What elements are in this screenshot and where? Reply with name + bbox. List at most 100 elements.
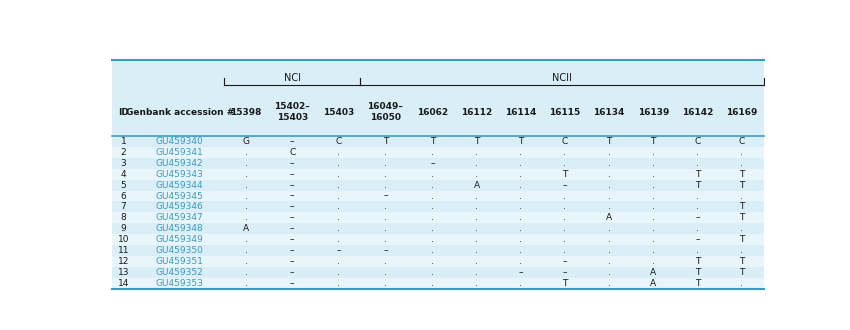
Text: –: –	[695, 235, 700, 244]
Text: T: T	[694, 170, 700, 179]
Bar	[111, 136, 763, 147]
Text: .: .	[431, 213, 434, 222]
Text: 16139: 16139	[638, 108, 669, 116]
Text: –: –	[563, 257, 567, 266]
Text: .: .	[696, 191, 699, 201]
Text: .: .	[384, 159, 387, 168]
Text: .: .	[608, 170, 610, 179]
Text: .: .	[519, 159, 522, 168]
Text: ID: ID	[118, 108, 129, 116]
Text: .: .	[519, 213, 522, 222]
Text: .: .	[475, 170, 478, 179]
Text: .: .	[337, 191, 340, 201]
Text: .: .	[740, 159, 743, 168]
Text: .: .	[652, 159, 654, 168]
Text: .: .	[740, 246, 743, 255]
Text: .: .	[519, 170, 522, 179]
Bar	[111, 245, 763, 256]
Text: .: .	[608, 202, 610, 212]
Text: T: T	[739, 202, 745, 212]
Text: .: .	[475, 202, 478, 212]
Text: 16134: 16134	[593, 108, 625, 116]
Text: A: A	[606, 213, 612, 222]
Text: .: .	[384, 148, 387, 157]
Text: C: C	[739, 137, 745, 146]
Text: 5: 5	[121, 181, 127, 190]
Text: 14: 14	[118, 279, 129, 288]
Text: .: .	[652, 202, 654, 212]
Text: GU459344: GU459344	[156, 181, 204, 190]
Bar	[111, 267, 763, 278]
Bar	[111, 158, 763, 169]
Text: .: .	[652, 148, 654, 157]
Text: .: .	[652, 191, 654, 201]
Text: .: .	[608, 235, 610, 244]
Text: .: .	[431, 268, 434, 277]
Text: .: .	[475, 268, 478, 277]
Text: GU459350: GU459350	[156, 246, 204, 255]
Text: –: –	[336, 246, 341, 255]
Text: .: .	[431, 235, 434, 244]
Text: T: T	[518, 137, 524, 146]
Text: .: .	[519, 279, 522, 288]
Text: –: –	[430, 159, 434, 168]
Text: .: .	[475, 213, 478, 222]
Text: .: .	[431, 170, 434, 179]
Text: .: .	[608, 279, 610, 288]
Text: .: .	[519, 202, 522, 212]
Text: .: .	[337, 224, 340, 233]
Text: 15398: 15398	[230, 108, 262, 116]
Text: C: C	[562, 137, 568, 146]
Text: .: .	[431, 191, 434, 201]
Text: GU459340: GU459340	[156, 137, 204, 146]
Text: .: .	[740, 224, 743, 233]
Text: .: .	[696, 246, 699, 255]
Text: T: T	[739, 235, 745, 244]
Text: GU459347: GU459347	[156, 213, 204, 222]
Text: .: .	[384, 202, 387, 212]
Text: .: .	[431, 148, 434, 157]
Text: .: .	[519, 224, 522, 233]
Text: 16112: 16112	[461, 108, 492, 116]
Text: .: .	[608, 148, 610, 157]
Text: .: .	[475, 148, 478, 157]
Text: 11: 11	[118, 246, 129, 255]
Text: .: .	[384, 257, 387, 266]
Text: –: –	[695, 213, 700, 222]
Bar	[111, 234, 763, 245]
Text: .: .	[519, 181, 522, 190]
Text: .: .	[384, 181, 387, 190]
Text: .: .	[245, 213, 247, 222]
Text: –: –	[290, 137, 294, 146]
Text: NCII: NCII	[552, 73, 572, 83]
Text: .: .	[475, 224, 478, 233]
Text: .: .	[519, 191, 522, 201]
Text: –: –	[290, 279, 294, 288]
Text: .: .	[431, 202, 434, 212]
Text: T: T	[562, 279, 568, 288]
Text: .: .	[564, 224, 566, 233]
Text: 16142: 16142	[682, 108, 713, 116]
Text: .: .	[245, 159, 247, 168]
Text: 16169: 16169	[726, 108, 757, 116]
Text: .: .	[652, 235, 654, 244]
Text: GU459342: GU459342	[156, 159, 204, 168]
Text: .: .	[337, 170, 340, 179]
Text: 13: 13	[118, 268, 129, 277]
Text: .: .	[384, 170, 387, 179]
Text: .: .	[564, 191, 566, 201]
Text: T: T	[739, 170, 745, 179]
Text: –: –	[290, 257, 294, 266]
Text: 15403: 15403	[323, 108, 354, 116]
Text: .: .	[337, 257, 340, 266]
Bar	[111, 213, 763, 223]
Text: .: .	[608, 268, 610, 277]
Text: –: –	[290, 170, 294, 179]
Text: –: –	[290, 235, 294, 244]
Text: .: .	[519, 246, 522, 255]
Text: .: .	[245, 279, 247, 288]
Text: .: .	[696, 159, 699, 168]
Text: .: .	[519, 148, 522, 157]
Text: –: –	[563, 268, 567, 277]
Text: T: T	[650, 137, 656, 146]
